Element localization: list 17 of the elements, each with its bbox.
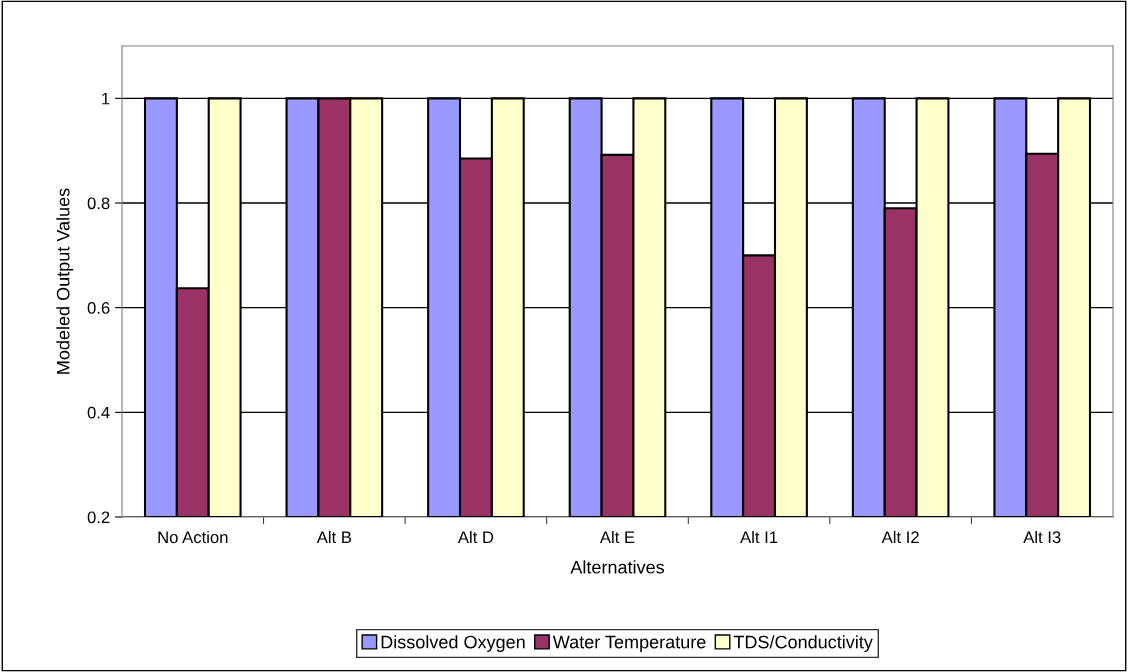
legend-label: TDS/Conductivity: [733, 635, 873, 652]
x-tick-label: No Action: [158, 530, 228, 544]
x-tick-label: Alt B: [316, 530, 352, 544]
y-tick-label: 0.6: [87, 302, 110, 314]
y-tick-label: 0.4: [87, 406, 110, 419]
x-axis-title: Alternatives: [570, 560, 665, 574]
x-tick-label: Alt I3: [1023, 530, 1061, 544]
y-tick-label: 1: [102, 92, 110, 105]
y-axis-title: Modeled Output Values: [56, 188, 74, 374]
x-tick-label: Alt D: [457, 530, 494, 544]
x-tick-label: Alt E: [599, 530, 635, 544]
x-tick-label: Alt I2: [881, 530, 919, 544]
y-tick-label: 0.2: [87, 511, 110, 524]
legend-label: Dissolved Oxygen: [381, 635, 525, 652]
legend-label: Water Temperature: [552, 635, 706, 652]
y-tick-label: 0.8: [87, 197, 110, 210]
x-tick-label: Alt I1: [740, 530, 778, 544]
